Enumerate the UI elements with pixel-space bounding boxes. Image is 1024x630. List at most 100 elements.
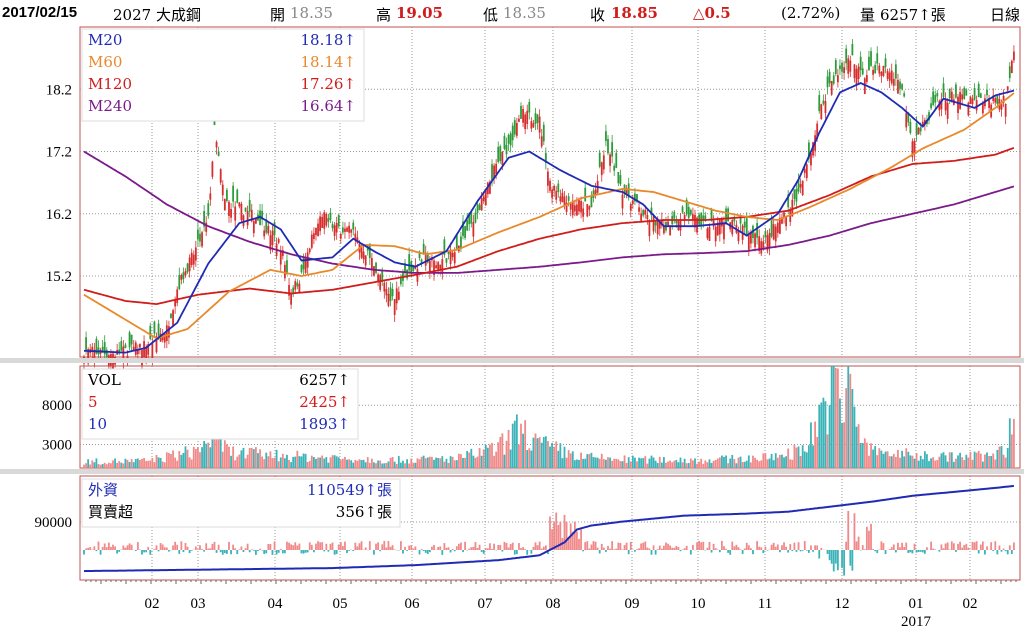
volume-bar: [803, 451, 806, 468]
buysell-bar: [897, 542, 899, 550]
buysell-bar: [410, 545, 413, 550]
buysell-bar: [731, 541, 734, 550]
buysell-bar: [457, 543, 460, 550]
buysell-bar: [660, 548, 663, 550]
volume-bar: [544, 436, 547, 468]
candle-body: [252, 221, 255, 234]
volume-bar: [134, 458, 137, 468]
buysell-bar: [530, 550, 533, 554]
buysell-bar: [101, 547, 104, 550]
volume-bar: [143, 457, 145, 468]
volume-bar: [911, 455, 914, 468]
volume-bar: [151, 458, 154, 468]
buysell-bar: [298, 543, 301, 550]
buysell-bar: [443, 543, 446, 550]
buysell-bar: [890, 547, 893, 550]
candle-body: [136, 350, 139, 355]
buysell-bar: [246, 543, 249, 550]
buysell-bar: [515, 550, 518, 555]
candle-body: [986, 89, 988, 96]
candle-body: [317, 223, 319, 237]
volume-bar: [580, 452, 582, 468]
candle-body: [265, 219, 268, 233]
candle-body: [708, 226, 711, 241]
buysell-bar: [847, 510, 850, 550]
candle-body: [733, 217, 736, 222]
volume-bar: [834, 367, 837, 468]
volume-bar: [348, 459, 351, 468]
candle-body: [549, 180, 551, 191]
volume-bar: [91, 460, 94, 468]
volume-bar: [716, 458, 719, 468]
candle-body: [716, 222, 719, 236]
volume-bar: [317, 457, 319, 468]
volume-bar: [698, 461, 701, 468]
buysell-bar: [737, 547, 740, 550]
volume-bar: [460, 454, 462, 468]
buysell-bar: [199, 545, 201, 550]
volume-bar: [366, 457, 369, 468]
volume-bar: [903, 456, 906, 468]
month-label: 05: [333, 596, 348, 612]
volume-bar: [83, 464, 85, 468]
buysell-bar: [368, 541, 371, 550]
volume-bar: [785, 456, 788, 468]
buysell-bar: [441, 550, 444, 555]
buysell-bar: [911, 550, 914, 554]
volume-bar: [489, 444, 491, 468]
volume-bar: [110, 463, 112, 468]
volume-bar: [600, 453, 603, 468]
candle-body: [797, 179, 800, 192]
volume-bar: [644, 456, 647, 468]
candle-body: [696, 217, 698, 233]
candle-body: [163, 333, 166, 343]
volume-bar: [482, 449, 485, 468]
period-label: 日線: [990, 6, 1021, 24]
candle-body: [538, 116, 541, 133]
candle-body: [294, 281, 297, 290]
volume-bar: [447, 462, 450, 468]
candle-body: [605, 131, 607, 142]
candle-body: [807, 142, 810, 159]
buysell-bar: [673, 547, 676, 550]
buysell-bar: [544, 545, 547, 550]
buysell-bar: [122, 545, 125, 550]
volume-bar: [228, 446, 230, 468]
volume-bar: [250, 447, 253, 468]
candle-body: [277, 239, 280, 243]
candle-body: [524, 114, 527, 130]
volume-bar: [915, 452, 918, 468]
candle-body: [424, 252, 427, 266]
buysell-bar: [319, 542, 322, 550]
buysell-bar: [433, 545, 435, 550]
candle-body: [874, 64, 877, 73]
buysell-bar: [534, 542, 537, 550]
volume-bar: [499, 436, 502, 468]
buysell-bar: [265, 550, 268, 554]
candle-body: [331, 224, 334, 229]
volume-bar: [567, 450, 570, 468]
candle-body: [236, 189, 239, 203]
volume-bar: [553, 446, 556, 468]
volume-bar: [495, 451, 498, 468]
candle-body: [772, 224, 775, 240]
candle-body: [905, 113, 908, 128]
volume-bar: [654, 460, 657, 468]
volume-bar: [333, 455, 336, 468]
buysell-bar: [642, 542, 645, 550]
volume-bar: [950, 452, 953, 468]
buysell-bar: [250, 549, 253, 550]
volume-bar: [112, 460, 114, 468]
candle-body: [157, 323, 160, 336]
legend-box: [81, 28, 365, 122]
volume-legend: VOL 6257↑ 5 2425↑ 10 1893↑: [81, 368, 359, 440]
buysell-bar: [971, 541, 974, 550]
volume-bar: [532, 437, 535, 468]
volume-bar: [607, 457, 609, 468]
buysell-bar: [741, 550, 744, 554]
volume-bar: [161, 461, 164, 468]
buysell-bar: [696, 542, 698, 550]
candle-body: [679, 220, 682, 231]
volume-bar: [621, 461, 624, 468]
